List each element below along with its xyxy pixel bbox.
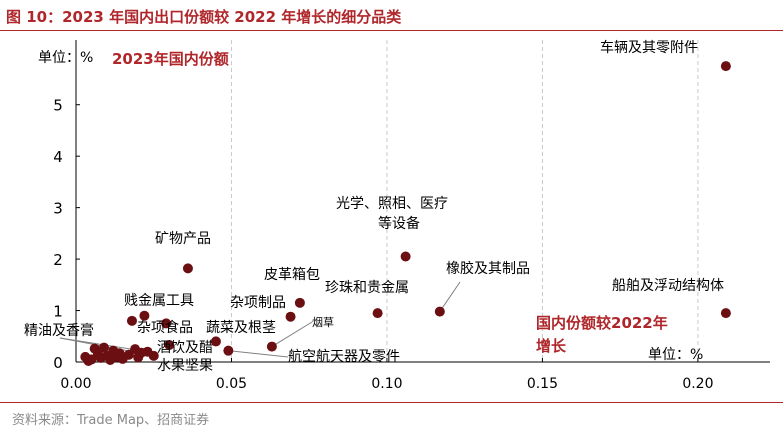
source-rule	[0, 402, 783, 403]
data-point	[161, 318, 172, 329]
data-point	[89, 343, 100, 354]
x-axis-name: 增长	[536, 337, 567, 355]
data-point	[98, 342, 109, 353]
label-leader-line	[228, 350, 289, 358]
y-tick-label: 1	[53, 303, 63, 321]
data-label: 酒饮及醋	[157, 340, 213, 356]
x-tick-label: 0.00	[60, 376, 91, 392]
data-point	[266, 341, 277, 352]
y-tick-label: 2	[53, 251, 63, 269]
y-tick-label: 4	[53, 148, 63, 166]
title-rule	[0, 30, 783, 31]
scatter-chart: 0 1 2 3 4 5 0.00 0.05 0.10 0.15 0.20 单位：% 2023年国内份额国…	[24, 39, 770, 392]
data-label: 船舶及浮动结构体	[612, 278, 724, 294]
data-point	[294, 297, 305, 308]
y-axis-name: 2023年国内份额	[112, 50, 229, 68]
data-label: 珍珠和贵金属	[325, 280, 409, 296]
data-label: 等设备	[378, 215, 420, 232]
data-point	[285, 311, 296, 322]
data-label: 贱金属工具	[124, 293, 194, 309]
data-label: 杂项制品	[230, 295, 286, 311]
data-point	[139, 310, 150, 321]
data-point	[223, 345, 234, 356]
data-label: 水果坚果	[157, 358, 213, 374]
y-tick-label: 5	[53, 97, 63, 115]
y-unit-label: 单位：%	[38, 50, 93, 66]
x-tick-label: 0.10	[371, 376, 402, 392]
data-label: 航空航天器及零件	[288, 349, 400, 365]
x-unit-label: 单位：%	[648, 347, 703, 363]
data-label: 精油及香膏	[24, 322, 94, 339]
data-label: 烟草	[312, 315, 334, 329]
y-tick-label: 3	[53, 200, 63, 218]
data-point	[83, 355, 94, 366]
data-point	[720, 61, 731, 72]
label-leader-line	[271, 321, 313, 347]
data-label: 车辆及其零附件	[600, 39, 698, 56]
data-point	[720, 308, 731, 319]
data-label: 皮革箱包	[264, 267, 320, 283]
data-point	[400, 251, 411, 262]
data-label: 橡胶及其制品	[446, 260, 530, 277]
data-label: 光学、照相、医疗	[336, 196, 448, 212]
x-tick-label: 0.05	[216, 376, 247, 392]
data-point	[182, 263, 193, 274]
source-note: 资料来源：Trade Map、招商证券	[12, 413, 210, 428]
x-axis-name: 国内份额较2022年	[536, 314, 668, 332]
data-point	[126, 315, 137, 326]
data-point	[164, 340, 175, 351]
x-tick-label: 0.15	[527, 376, 558, 392]
label-leader-line	[439, 281, 461, 312]
figure-title: 图 10：2023 年国内出口份额较 2022 年增长的细分品类	[6, 8, 402, 26]
data-label: 蔬菜及根茎	[206, 320, 276, 336]
data-point	[210, 336, 221, 347]
data-label: 杂项食品	[137, 319, 193, 336]
x-tick-label: 0.20	[682, 376, 713, 392]
y-tick-label: 0	[53, 354, 63, 372]
data-point	[372, 308, 383, 319]
data-label: 矿物产品	[155, 231, 211, 247]
data-point	[148, 350, 159, 361]
data-point	[434, 306, 445, 317]
